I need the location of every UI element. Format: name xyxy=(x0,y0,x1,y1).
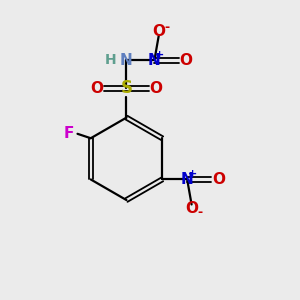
Text: F: F xyxy=(64,126,74,141)
Text: -: - xyxy=(164,21,169,34)
Text: O: O xyxy=(90,81,103,96)
Text: N: N xyxy=(181,172,194,187)
Text: S: S xyxy=(120,79,132,97)
Text: +: + xyxy=(188,169,197,179)
Text: N: N xyxy=(148,53,161,68)
Text: O: O xyxy=(152,24,165,39)
Text: -: - xyxy=(197,206,202,219)
Text: O: O xyxy=(179,53,192,68)
Text: O: O xyxy=(212,172,225,187)
Text: N: N xyxy=(120,53,133,68)
Text: O: O xyxy=(185,200,198,215)
Text: O: O xyxy=(150,81,163,96)
Text: +: + xyxy=(155,50,164,60)
Text: H: H xyxy=(104,53,116,67)
